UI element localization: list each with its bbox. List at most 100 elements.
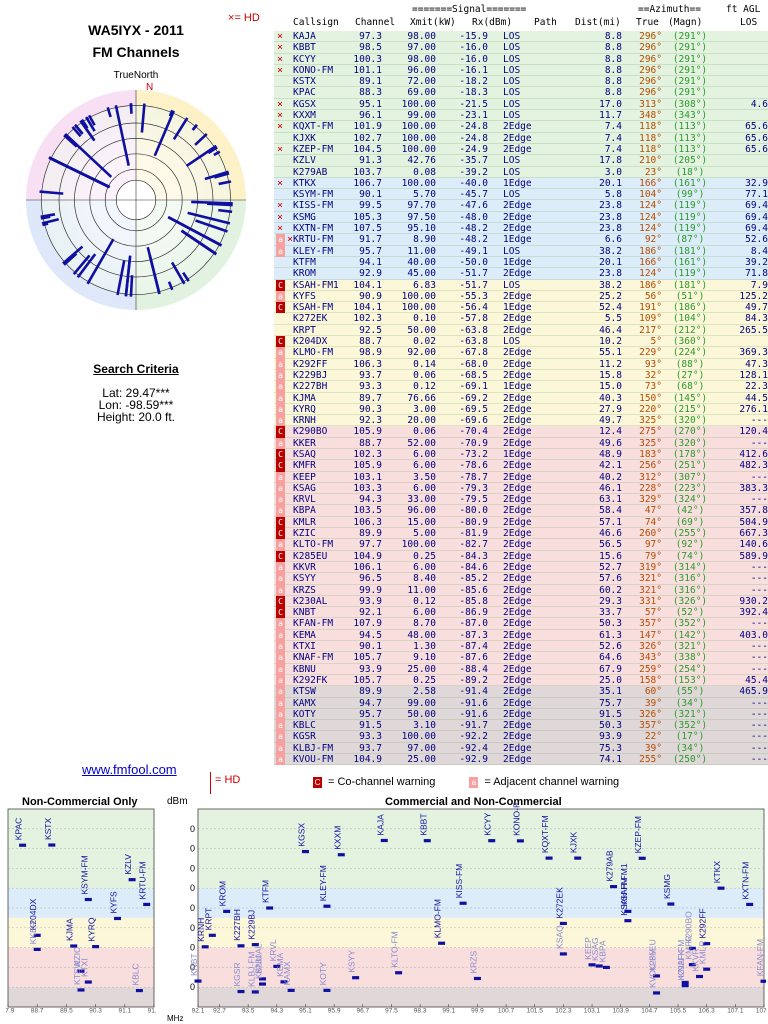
azimuth-magnetic: (87°) <box>675 234 705 246</box>
azimuth-true: 166° <box>639 256 662 268</box>
channel: 104.5 <box>353 143 382 155</box>
agl-los: --- <box>750 471 768 483</box>
agl-los: --- <box>750 731 768 743</box>
station-bearing-bar <box>86 238 115 285</box>
station-bearing-bar <box>63 134 78 148</box>
agl-los: --- <box>750 415 768 427</box>
xmit-power: 6.00 <box>413 607 436 619</box>
azimuth-true: 357° <box>639 720 662 732</box>
x-tick-label: 90.3 <box>89 1008 102 1014</box>
table-row: C K285EU 104.9 0.25 -84.3 2Edge 15.6 79° (74°) 58… <box>274 550 768 562</box>
rx-dbm: -84.3 <box>459 550 488 562</box>
xmit-power: 92.00 <box>407 347 436 359</box>
channel: 97.7 <box>359 539 382 551</box>
distance: 75.3 <box>599 742 622 754</box>
azimuth-magnetic: (18°) <box>675 166 705 178</box>
callsign: KISS-FM <box>293 200 334 212</box>
channel: 105.7 <box>353 674 382 686</box>
distance: 20.1 <box>599 177 622 189</box>
station-mark <box>459 901 467 905</box>
azimuth-true: 74° <box>644 516 662 528</box>
table-row: KRPT 92.5 50.00 -63.8 2Edge 46.4 217° (212°) 265… <box>274 324 768 337</box>
xmit-power: 100.00 <box>401 302 436 314</box>
hd-icon: × <box>276 223 284 235</box>
table-row: a KVOU-FM 104.9 25.00 -92.9 2Edge 74.1 255° (250… <box>274 754 768 766</box>
azimuth-true: 124° <box>639 268 662 280</box>
agl-los: 4.6 <box>750 98 768 110</box>
rx-dbm: -47.6 <box>459 200 488 212</box>
x-tick-label: 91.9 <box>148 1008 156 1014</box>
x-tick-label: 104.7 <box>641 1008 658 1014</box>
xmit-power: 5.00 <box>413 528 436 540</box>
distance: 61.3 <box>599 629 622 641</box>
station-bearing-bar <box>41 218 60 225</box>
channel: 89.1 <box>359 76 382 88</box>
y-tick-label: -30 <box>190 863 195 873</box>
rx-dbm: -48.0 <box>459 211 488 223</box>
table-row: × a KRTU-FM 91.7 8.90 -48.2 1Edge 6.6 92° (87°) 52… <box>274 234 768 246</box>
callsign: KROM <box>293 268 316 280</box>
station-mark <box>610 885 618 889</box>
path-type: LOS <box>503 53 521 65</box>
agl-los: 465.9 <box>739 686 768 698</box>
azimuth-magnetic: (250°) <box>672 754 708 765</box>
xmit-power: 25.00 <box>407 663 436 675</box>
agl-los: 77.1 <box>745 189 768 201</box>
adjacent-icon: a <box>276 358 285 370</box>
distance: 6.6 <box>604 234 622 246</box>
station-label: KAJA <box>375 814 385 836</box>
agl-los: --- <box>750 663 768 675</box>
fmfool-link[interactable]: www.fmfool.com <box>82 762 177 777</box>
signal-band <box>8 888 154 918</box>
path-type: 2Edge <box>503 415 532 427</box>
station-mark <box>128 878 136 882</box>
table-row: a KRNH 92.3 20.00 -69.6 2Edge 49.7 325° (320°) --… <box>274 415 768 427</box>
co-channel-icon: C <box>276 550 285 562</box>
noncommercial-chart: -10-20-30-40-50-60-70-80-9087.988.789.59… <box>6 808 156 1014</box>
azimuth-true: 23° <box>644 166 662 178</box>
agl-los: 71.8 <box>745 268 768 280</box>
station-bearing-bar <box>42 222 49 227</box>
adjacent-legend: = Adjacent channel warning <box>484 776 620 788</box>
xmit-power: 52.00 <box>407 437 436 449</box>
rx-dbm: -79.5 <box>459 494 488 506</box>
xmit-power: 11.00 <box>407 584 436 596</box>
xmit-power: 3.10 <box>413 720 436 732</box>
station-bearing-bar <box>40 213 56 219</box>
col-magn: (Magn) <box>668 17 703 28</box>
xmit-power: 97.00 <box>407 42 436 54</box>
azimuth-true: 183° <box>639 448 662 460</box>
station-bearing-bar <box>48 156 109 188</box>
station-mark <box>516 839 524 843</box>
path-type: LOS <box>503 98 521 110</box>
station-label: KEEP <box>583 937 593 960</box>
callsign: K292FK <box>293 674 328 686</box>
co-channel-icon: C <box>313 776 322 788</box>
station-mark <box>251 943 259 947</box>
co-channel-icon: C <box>276 516 285 529</box>
x-tick-label: 107.9 <box>756 1008 766 1014</box>
rx-dbm: -51.7 <box>459 268 488 280</box>
adjacent-icon: a <box>276 720 285 732</box>
xmit-power: 45.00 <box>407 268 436 280</box>
rx-dbm: -16.0 <box>459 42 488 54</box>
signal-band <box>198 809 764 889</box>
station-label: KGSR <box>232 962 242 986</box>
azimuth-magnetic: (321°) <box>672 708 708 720</box>
station-label: KLBJ-FM <box>246 952 256 987</box>
agl-los: --- <box>750 754 768 765</box>
table-row: C K230AL 93.9 0.12 -85.8 2Edge 29.3 331° (326°) 9… <box>274 595 768 608</box>
rx-dbm: -63.8 <box>459 324 488 336</box>
channel: 94.1 <box>359 256 382 268</box>
station-bearing-bar <box>170 261 186 285</box>
azimuth-magnetic: (181°) <box>672 279 708 291</box>
xmit-power: 33.00 <box>407 494 436 506</box>
callsign: KSAG <box>293 482 316 494</box>
table-row: × KBBT 98.5 97.00 -16.0 LOS 8.8 296° (291°) <box>274 42 768 54</box>
station-mark <box>624 919 632 923</box>
rx-dbm: -39.2 <box>459 166 488 178</box>
station-mark <box>760 979 766 983</box>
callsign: KRPT <box>293 324 316 336</box>
callsign: KKVR <box>293 561 316 573</box>
table-row: a K292FF 106.3 0.14 -68.0 2Edge 11.2 93° (88°) 47… <box>274 358 768 370</box>
